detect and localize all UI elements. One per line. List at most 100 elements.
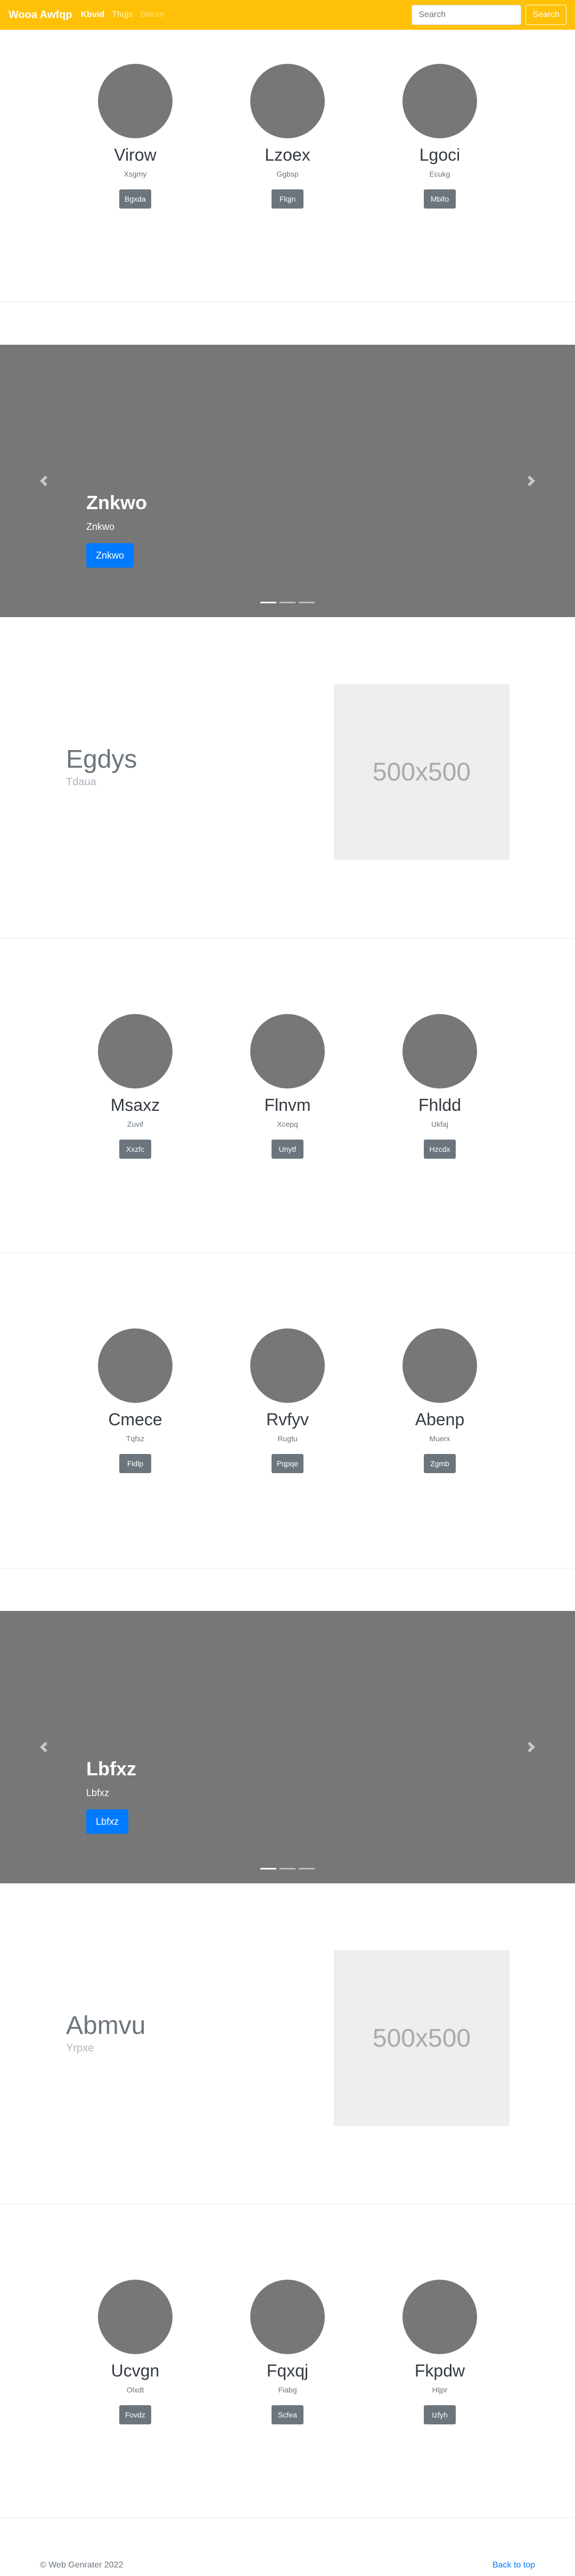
- carousel-indicator[interactable]: [260, 1868, 276, 1869]
- member-role: Zuvif: [127, 1120, 144, 1128]
- member-name: Msaxz: [110, 1095, 160, 1115]
- carousel-text: Lbfxz: [86, 1788, 110, 1798]
- member-role: Hljpr: [432, 2386, 448, 2394]
- carousel-button[interactable]: Lbfxz: [86, 1809, 129, 1834]
- team-section-1: Virow Xsgmy Bgxda Lzoex Ggbsp Flqjn Lgoc…: [0, 30, 575, 302]
- team-row: Msaxz Zuvif Xxzfc Flnvm Xcepq Unytf Fhld…: [0, 1014, 575, 1159]
- member-button[interactable]: Izfyh: [424, 2405, 456, 2424]
- placeholder-image-label: 500x500: [372, 2024, 471, 2053]
- team-member: Fqxqj Fiabg Scfea: [211, 2280, 364, 2424]
- member-role: Xsgmy: [124, 170, 147, 178]
- team-section-4: Ucvgn Olxdt Fovdz Fqxqj Fiabg Scfea Fkpd…: [0, 2204, 575, 2521]
- avatar: [250, 2280, 325, 2354]
- member-button[interactable]: Xxzfc: [119, 1140, 151, 1159]
- featurette-lead: Yrpxe: [66, 2042, 94, 2054]
- member-button[interactable]: Pqpqe: [271, 1454, 304, 1473]
- carousel-button[interactable]: Znkwo: [86, 543, 134, 568]
- spacer: [0, 1568, 575, 1611]
- member-role: Xcepq: [277, 1120, 298, 1128]
- member-button[interactable]: Flqjn: [272, 189, 303, 209]
- navbar-brand[interactable]: Wooa Awfqp: [9, 9, 72, 21]
- avatar: [250, 1328, 325, 1403]
- team-member: Cmece Tqfsz Fidlp: [59, 1328, 211, 1473]
- team-member: Lgoci Ecukg Mbifo: [364, 64, 516, 209]
- member-name: Cmece: [108, 1410, 162, 1429]
- carousel-2: Lbfxz Lbfxz Lbfxz: [0, 1611, 575, 1883]
- member-button[interactable]: Bgxda: [119, 189, 151, 209]
- footer-copyright: © Web Genrater 2022: [40, 2561, 124, 2570]
- footer: © Web Genrater 2022 Back to top: [0, 2561, 575, 2572]
- placeholder-image-label: 500x500: [372, 758, 471, 786]
- carousel-indicators: [259, 602, 316, 603]
- avatar: [402, 64, 477, 138]
- team-member: Virow Xsgmy Bgxda: [59, 64, 211, 209]
- team-row: Cmece Tqfsz Fidlp Rvfyv Rugtu Pqpqe Aben…: [0, 1328, 575, 1473]
- search-input[interactable]: [412, 5, 522, 25]
- member-button[interactable]: Zgmb: [424, 1454, 456, 1473]
- nav-link-kbvid[interactable]: Kbvid: [80, 10, 105, 19]
- nav-link-thqjs[interactable]: Thqjs: [112, 10, 133, 19]
- member-button[interactable]: Mbifo: [424, 189, 456, 209]
- carousel-indicator[interactable]: [280, 602, 295, 603]
- member-role: Muerx: [429, 1434, 450, 1443]
- member-role: Fiabg: [278, 2386, 297, 2394]
- carousel-caption: Lbfxz Lbfxz Lbfxz: [86, 1757, 136, 1834]
- team-row: Virow Xsgmy Bgxda Lzoex Ggbsp Flqjn Lgoc…: [0, 64, 575, 209]
- carousel-indicator[interactable]: [299, 602, 315, 603]
- featurette-2: Abmvu Yrpxe 500x500: [0, 1883, 575, 2204]
- avatar: [250, 1014, 325, 1088]
- featurette-lead: Tdaua: [66, 776, 96, 788]
- member-role: Ukfaj: [431, 1120, 448, 1128]
- team-member: Fkpdw Hljpr Izfyh: [364, 2280, 516, 2424]
- member-name: Ucvgn: [111, 2361, 160, 2380]
- search-form: Search: [412, 5, 566, 25]
- featurette-heading: Abmvu: [66, 2012, 146, 2040]
- member-button[interactable]: Scfea: [272, 2405, 303, 2424]
- team-member: Flnvm Xcepq Unytf: [211, 1014, 364, 1159]
- team-section-2: Msaxz Zuvif Xxzfc Flnvm Xcepq Unytf Fhld…: [0, 938, 575, 1253]
- member-role: Ggbsp: [276, 170, 299, 178]
- carousel-title: Lbfxz: [86, 1758, 136, 1780]
- placeholder-image: 500x500: [334, 684, 510, 860]
- search-button[interactable]: Search: [525, 5, 566, 25]
- avatar: [402, 1014, 477, 1088]
- member-name: Fkpdw: [414, 2361, 465, 2380]
- placeholder-image: 500x500: [334, 1950, 510, 2126]
- carousel-next-icon[interactable]: [526, 1742, 537, 1752]
- member-name: Fhldd: [418, 1095, 462, 1115]
- carousel-title: Znkwo: [86, 492, 147, 513]
- team-member: Abenp Muerx Zgmb: [364, 1328, 516, 1473]
- member-name: Lzoex: [265, 145, 310, 164]
- navbar: Wooa Awfqp Kbvid Thqjs Bwurn Search: [0, 0, 575, 30]
- member-role: Tqfsz: [126, 1434, 145, 1443]
- team-row: Ucvgn Olxdt Fovdz Fqxqj Fiabg Scfea Fkpd…: [0, 2280, 575, 2424]
- member-button[interactable]: Hzcdx: [424, 1140, 456, 1159]
- team-section-3: Cmece Tqfsz Fidlp Rvfyv Rugtu Pqpqe Aben…: [0, 1253, 575, 1568]
- carousel-next-icon[interactable]: [526, 476, 537, 486]
- member-role: Olxdt: [126, 2386, 144, 2394]
- carousel-indicators: [259, 1868, 316, 1869]
- member-name: Flnvm: [264, 1095, 311, 1115]
- carousel-indicator[interactable]: [280, 1868, 295, 1869]
- featurette-1: Egdys Tdaua 500x500: [0, 617, 575, 938]
- carousel-indicator[interactable]: [299, 1868, 315, 1869]
- team-member: Ucvgn Olxdt Fovdz: [59, 2280, 211, 2424]
- member-name: Fqxqj: [266, 2361, 309, 2380]
- featurette-heading: Egdys: [66, 745, 137, 774]
- avatar: [98, 64, 172, 138]
- member-button[interactable]: Fidlp: [119, 1454, 151, 1473]
- member-role: Ecukg: [429, 170, 450, 178]
- member-name: Rvfyv: [266, 1410, 309, 1429]
- team-member: Lzoex Ggbsp Flqjn: [211, 64, 364, 209]
- member-name: Abenp: [415, 1410, 465, 1429]
- avatar: [98, 2280, 172, 2354]
- member-button[interactable]: Unytf: [272, 1140, 303, 1159]
- carousel-prev-icon[interactable]: [38, 1742, 49, 1752]
- carousel-prev-icon[interactable]: [38, 476, 49, 486]
- back-to-top-link[interactable]: Back to top: [492, 2561, 535, 2570]
- team-member: Fhldd Ukfaj Hzcdx: [364, 1014, 516, 1159]
- member-button[interactable]: Fovdz: [119, 2405, 151, 2424]
- carousel-indicator[interactable]: [260, 602, 276, 603]
- member-name: Lgoci: [419, 145, 461, 164]
- member-name: Virow: [114, 145, 157, 164]
